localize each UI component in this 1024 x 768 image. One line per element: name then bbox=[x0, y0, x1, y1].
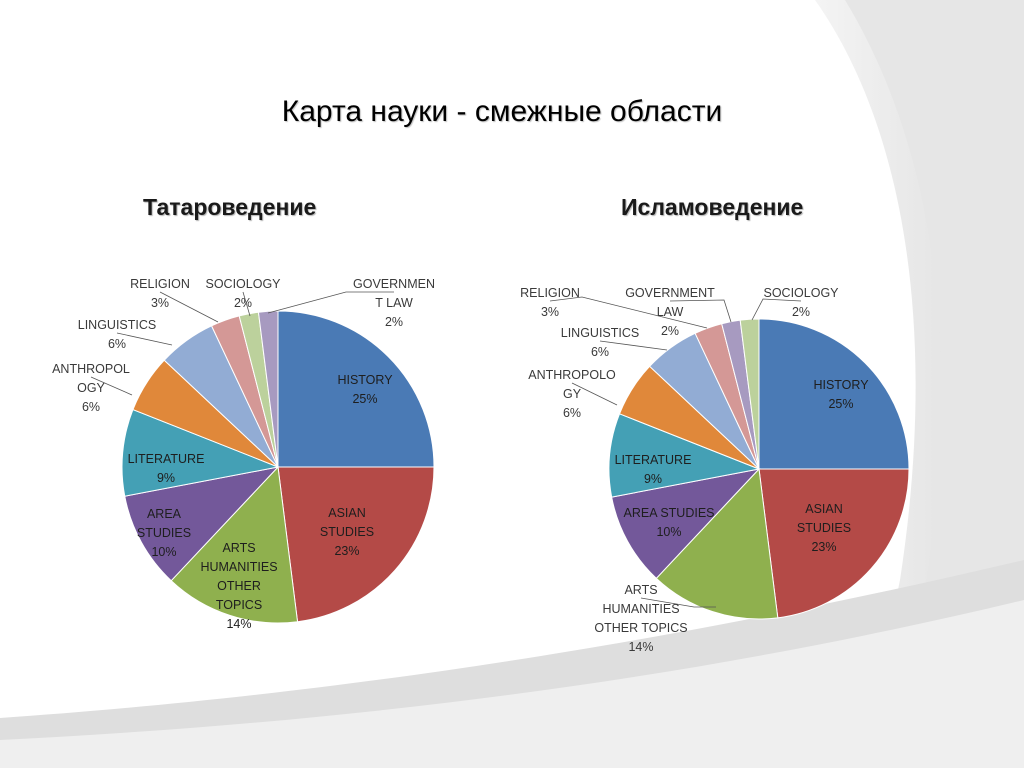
data-label-arts-humanities-other-topics: ARTS HUMANITIES OTHER TOPICS 14% bbox=[594, 583, 687, 654]
leader-line-religion bbox=[549, 296, 708, 329]
data-label-literature: LITERATURE 9% bbox=[128, 452, 205, 485]
data-label-linguistics: LINGUISTICS 6% bbox=[561, 326, 640, 359]
leader-line-anthropology bbox=[90, 376, 133, 396]
pie-slice-area-studies bbox=[124, 466, 280, 582]
data-label-history: HISTORY 25% bbox=[337, 373, 393, 406]
leader-line-government-law bbox=[669, 299, 732, 323]
data-label-asian-studies: ASIAN STUDIES 23% bbox=[320, 506, 374, 558]
data-label-arts-humanities-other-topics: ARTS HUMANITIES OTHER TOPICS 14% bbox=[200, 541, 277, 631]
chart-title-islamic-studies: Исламоведение bbox=[621, 194, 804, 220]
leader-line-linguistics bbox=[116, 332, 173, 346]
data-label-asian-studies: ASIAN STUDIES 23% bbox=[797, 502, 851, 554]
data-label-area-studies: AREA STUDIES 10% bbox=[137, 507, 191, 559]
pie-slice-asian-studies bbox=[758, 468, 910, 619]
pie-slice-literature bbox=[121, 408, 280, 497]
leader-line-anthropology bbox=[571, 382, 618, 406]
pie-slice-history bbox=[758, 318, 910, 470]
leader-line-sociology bbox=[242, 291, 251, 317]
pie-slice-area-studies bbox=[611, 468, 761, 580]
leader-line-religion bbox=[159, 291, 219, 323]
leader-line-sociology bbox=[751, 298, 802, 321]
leader-line-linguistics bbox=[599, 340, 668, 351]
pie-slice-sociology bbox=[739, 318, 760, 470]
data-label-government-law: GOVERNMEN T LAW 2% bbox=[353, 277, 435, 329]
pie-slice-government-law bbox=[257, 310, 279, 468]
pie-slice-asian-studies bbox=[277, 466, 435, 623]
pie-chart-1: HISTORY 25% ASIAN STUDIES 23% ARTS HUMANITIES O… bbox=[52, 277, 435, 631]
pie-slice-arts-humanities-other-topics bbox=[170, 465, 299, 624]
pie-slice-literature bbox=[608, 413, 761, 498]
data-label-sociology: SOCIOLOGY 2% bbox=[763, 286, 839, 319]
data-label-literature: LITERATURE 9% bbox=[615, 453, 692, 486]
data-label-area-studies: AREA STUDIES 10% bbox=[624, 506, 715, 539]
pie-slice-arts-humanities-other-topics bbox=[655, 467, 779, 620]
bottom-swoosh-inner bbox=[0, 600, 1024, 768]
pie-chart-2: HISTORY 25% ASIAN STUDIES 23% ARTS HUMANITIES O… bbox=[520, 286, 910, 654]
page-title: Карта науки - смежные области bbox=[281, 95, 723, 128]
data-label-religion: RELIGION 3% bbox=[520, 286, 580, 319]
data-label-linguistics: LINGUISTICS 6% bbox=[78, 318, 157, 351]
pie-slice-history bbox=[277, 310, 435, 468]
leader-line-arts-humanities-other-topics bbox=[640, 597, 716, 608]
chart-title-tatar-studies: Татароведение bbox=[143, 194, 317, 220]
data-label-government-law: GOVERNMENT LAW 2% bbox=[625, 286, 715, 338]
data-label-history: HISTORY 25% bbox=[813, 378, 869, 411]
data-label-religion: RELIGION 3% bbox=[130, 277, 190, 310]
leader-line-government-law bbox=[267, 291, 394, 314]
data-label-sociology: SOCIOLOGY 2% bbox=[205, 277, 281, 310]
